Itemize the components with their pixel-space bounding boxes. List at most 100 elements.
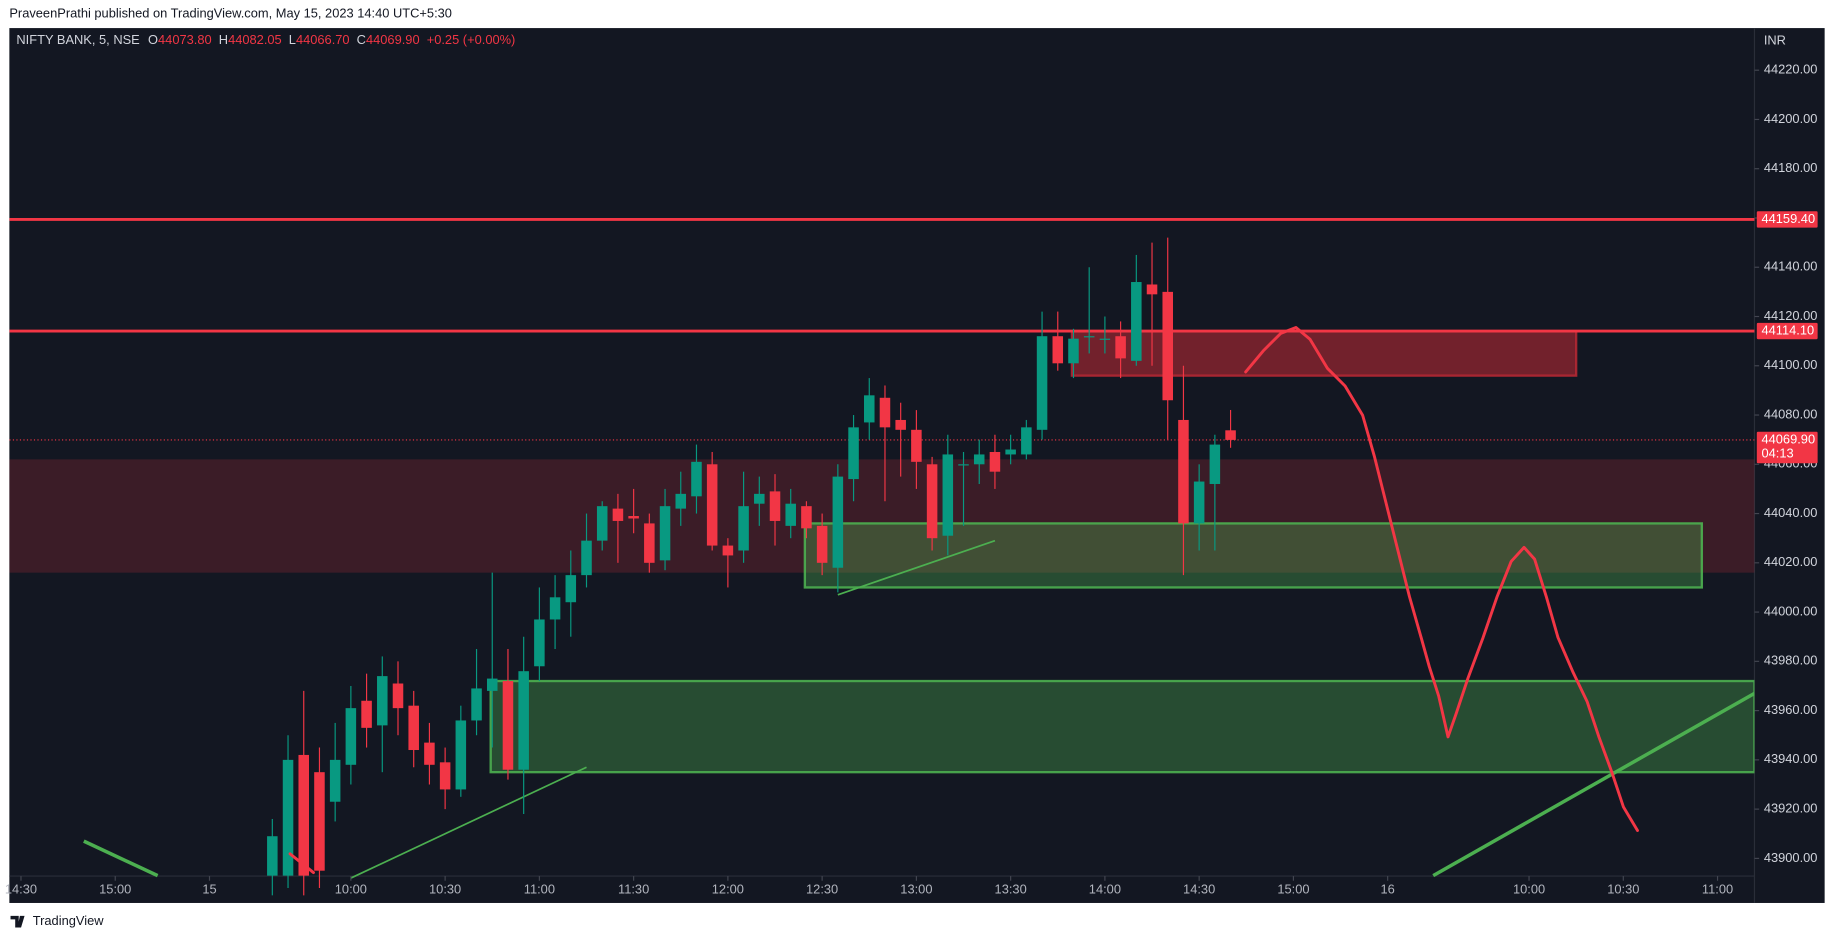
candle-body	[864, 395, 875, 423]
chart-background	[9, 28, 1825, 903]
trend-line	[837, 539, 996, 596]
y-tick-label: 44140.00	[1764, 259, 1818, 274]
candle-body	[989, 451, 1001, 472]
candle-body	[439, 762, 451, 790]
candle-body	[785, 503, 796, 526]
candle-body	[1146, 284, 1158, 295]
candle-body	[314, 772, 325, 871]
candle-body	[502, 681, 514, 770]
ohlc-label: L	[289, 32, 296, 47]
x-tick-label: 13:00	[900, 881, 932, 896]
candle-body	[895, 419, 906, 430]
x-tick-label: 10:00	[1513, 881, 1545, 896]
candle-body	[675, 493, 687, 509]
ohlc-label: O	[148, 32, 158, 47]
brand-logo: TradingView	[10, 913, 104, 928]
candle-body	[973, 454, 985, 465]
brand-name: TradingView	[33, 913, 104, 928]
x-tick-label: 11:00	[524, 881, 555, 896]
x-tick-label: 10:30	[1607, 881, 1639, 896]
price-label-box	[1756, 322, 1818, 340]
x-tick-label: 15:00	[1277, 881, 1309, 896]
candle-body	[549, 597, 561, 620]
candle-body	[282, 759, 294, 876]
legend-header: NIFTY BANK, 5, NSE O44073.80 H44082.05 L…	[16, 32, 515, 47]
x-tick-label: 12:00	[712, 881, 744, 896]
symbol: NIFTY BANK, 5, NSE	[16, 32, 140, 47]
countdown-label: 04:13	[1761, 445, 1793, 460]
ohlc-value: 44069.90	[366, 32, 420, 47]
x-tick-label: 15:00	[99, 881, 131, 896]
drawn-path	[288, 852, 315, 875]
candle-body	[1162, 291, 1173, 401]
x-tick-label: 11:30	[618, 881, 649, 896]
trend-line	[1432, 691, 1755, 878]
candle-body	[345, 708, 357, 765]
candle-body	[659, 506, 671, 561]
x-tick-label: 14:00	[1089, 881, 1121, 896]
y-tick-label: 44180.00	[1764, 160, 1818, 175]
candle-body	[848, 427, 859, 480]
candle-body	[958, 464, 969, 466]
plot-area	[9, 217, 1755, 896]
candle-body	[455, 720, 467, 790]
candle-body	[1193, 481, 1205, 524]
candle-body	[1099, 338, 1111, 340]
trend-line	[83, 839, 159, 878]
zone	[9, 459, 1755, 573]
ohlc-value: 44066.70	[296, 32, 350, 47]
y-tick-label: 44120.00	[1764, 308, 1818, 323]
ohlc-value: 44073.80	[158, 32, 212, 47]
candle-body	[926, 464, 938, 539]
candle-body	[565, 575, 577, 603]
candle-body	[408, 705, 419, 751]
candle-body	[706, 464, 718, 546]
y-tick-label: 44080.00	[1764, 406, 1818, 421]
candle-body	[644, 523, 655, 563]
x-tick-label: 13:30	[995, 881, 1027, 896]
candle-body	[518, 671, 529, 770]
ohlc-value: 44082.05	[228, 32, 282, 47]
candle-body	[534, 619, 545, 667]
candle-body	[486, 678, 498, 691]
zone	[489, 679, 1755, 774]
candle-body	[596, 506, 608, 541]
x-tick-label: 14:30	[1183, 881, 1215, 896]
drawn-path	[1244, 326, 1639, 832]
y-tick-label: 44040.00	[1764, 505, 1818, 520]
last-price-box	[1756, 431, 1818, 464]
y-tick-label: 43900.00	[1764, 850, 1818, 865]
x-tick-label: 11:00	[1702, 881, 1733, 896]
candle-body	[832, 476, 844, 568]
y-tick-label: 44220.00	[1764, 62, 1818, 77]
y-tick-label: 43960.00	[1764, 702, 1818, 717]
candle-body	[1005, 449, 1016, 455]
last-price-label: 44069.90	[1761, 431, 1815, 446]
y-tick-label: 44020.00	[1764, 554, 1818, 569]
x-tick-label: 12:30	[806, 881, 838, 896]
overlay: 44220.0044200.0044180.0044160.0044140.00…	[5, 62, 1818, 896]
y-tick-label: 43940.00	[1764, 751, 1818, 766]
y-tick-label: 43980.00	[1764, 653, 1818, 668]
price-label: 44114.10	[1761, 322, 1814, 337]
candle-body	[722, 545, 734, 556]
candle-body	[754, 493, 765, 504]
candle-body	[361, 700, 372, 728]
hand-drawing	[288, 326, 1639, 875]
x-tick-label: 14:30	[5, 881, 37, 896]
candle-body	[769, 491, 781, 521]
publisher-note: PraveenPrathi published on TradingView.c…	[9, 5, 452, 20]
y-tick-label: 43920.00	[1764, 801, 1818, 816]
ohlc-label: H	[219, 32, 228, 47]
y-tick-label: 44000.00	[1764, 603, 1818, 618]
candle-body	[1068, 338, 1079, 364]
candle-body	[1115, 336, 1126, 359]
candle-body	[377, 676, 388, 726]
ohlc-label: C	[357, 32, 366, 47]
candle-body	[691, 461, 702, 497]
change: +0.25 (+0.00%)	[427, 32, 516, 47]
candle-body	[879, 397, 891, 428]
candle-body	[1131, 282, 1142, 361]
